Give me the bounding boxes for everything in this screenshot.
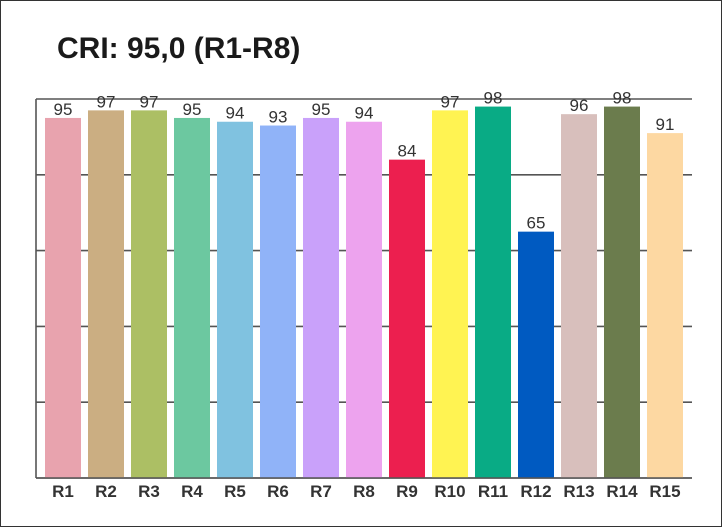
chart-title: CRI: 95,0 (R1-R8) [57,32,301,65]
bar-r4 [174,117,210,478]
value-label-r13: 96 [570,96,589,115]
bar-r15 [647,133,683,479]
bar-r8 [346,121,382,479]
x-tick-r5: R5 [224,482,246,501]
x-tick-r15: R15 [649,482,680,501]
x-tick-r7: R7 [310,482,332,501]
bar-r13 [561,114,597,478]
value-label-r10: 97 [441,92,460,111]
bar-r3 [131,110,167,479]
x-tick-r1: R1 [52,482,74,501]
value-label-r8: 94 [355,104,374,123]
value-label-r15: 91 [656,115,675,134]
value-label-r14: 98 [613,89,632,108]
value-label-r9: 84 [398,142,417,161]
value-label-r5: 94 [226,104,245,123]
value-label-r1: 95 [54,100,73,119]
x-tick-r13: R13 [563,482,594,501]
x-tick-r12: R12 [520,482,551,501]
x-tick-r3: R3 [138,482,160,501]
x-tick-r6: R6 [267,482,289,501]
x-tick-r11: R11 [478,482,508,501]
value-label-r4: 95 [183,100,202,119]
bar-r14 [604,106,640,478]
bar-r6 [260,125,296,478]
bar-r11 [475,106,511,478]
value-label-r6: 93 [269,108,288,127]
x-tick-r9: R9 [396,482,418,501]
value-label-r2: 97 [97,92,116,111]
x-tick-r2: R2 [95,482,117,501]
x-tick-r10: R10 [434,482,465,501]
bar-r12 [518,231,554,478]
value-label-r7: 95 [312,100,331,119]
value-label-r3: 97 [140,92,159,111]
value-label-r11: 98 [484,89,503,108]
bar-r1 [45,117,81,478]
bar-r2 [88,110,124,479]
x-tick-r14: R14 [606,482,638,501]
bar-r10 [432,110,468,479]
value-label-r12: 65 [527,214,546,233]
bar-r7 [303,117,339,478]
x-tick-r4: R4 [181,482,203,501]
x-tick-r8: R8 [353,482,375,501]
bar-r9 [389,159,425,478]
bar-r5 [217,121,253,479]
